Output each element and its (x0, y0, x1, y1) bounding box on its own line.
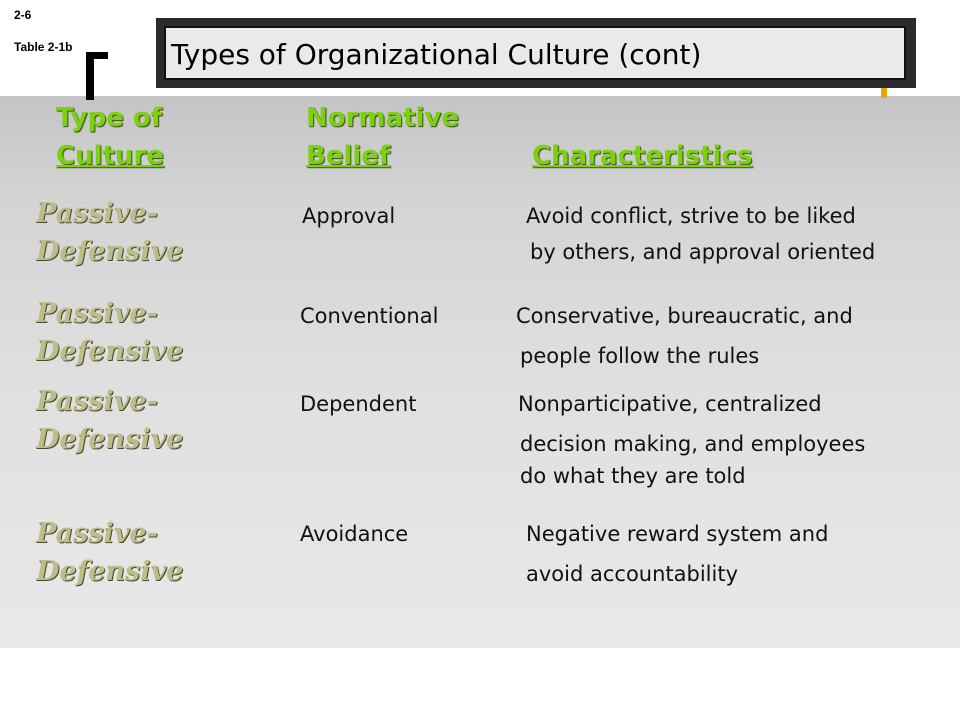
row3-type-line1: Passive- (36, 386, 158, 417)
decorative-bar-vertical (86, 52, 94, 100)
row1-type-line2: Defensive (36, 236, 184, 267)
row3-type-line2: Defensive (36, 424, 184, 455)
row1-belief: Approval (302, 204, 396, 228)
header-belief-line2: Belief (306, 140, 499, 172)
row2-belief: Conventional (300, 304, 439, 328)
row4-char-line1: Negative reward system and (526, 522, 829, 546)
content-panel (0, 96, 960, 648)
slide-title: Types of Organizational Culture (cont) (171, 38, 702, 71)
row1-char-line2: by others, and approval oriented (530, 240, 876, 264)
row1-char-line1: Avoid conflict, strive to be liked (526, 204, 856, 228)
row2-char-line2: people follow the rules (520, 344, 760, 368)
row3-belief: Dependent (300, 392, 417, 416)
header-type-line2: Culture (56, 140, 266, 172)
row2-char-line1: Conservative, bureaucratic, and (516, 304, 853, 328)
header-type-line1: Type of (56, 103, 163, 133)
header-characteristics: Characteristics (532, 140, 752, 172)
row2-type-line2: Defensive (36, 336, 184, 367)
row1-type-line1: Passive- (36, 198, 158, 229)
header-belief-line1: Normative (306, 103, 460, 133)
decorative-bar-horizontal (86, 52, 108, 59)
row4-type-line2: Defensive (36, 556, 184, 587)
row3-char-line3: do what they are told (520, 464, 746, 488)
title-box (164, 26, 906, 80)
row2-type-line1: Passive- (36, 298, 158, 329)
slide-number: 2-6 (14, 8, 32, 22)
table-reference: Table 2-1b (14, 40, 73, 54)
row3-char-line2: decision making, and employees (520, 432, 866, 456)
header-belief-underline: Belief (306, 141, 391, 171)
row4-belief: Avoidance (300, 522, 409, 546)
header-characteristics-underline: Characteristics (532, 141, 753, 171)
row4-type-line1: Passive- (36, 518, 158, 549)
row3-char-line1: Nonparticipative, centralized (518, 392, 822, 416)
row4-char-line2: avoid accountability (526, 562, 739, 586)
header-type-underline: Culture (56, 141, 164, 171)
decorative-accent-yellow (881, 88, 887, 98)
